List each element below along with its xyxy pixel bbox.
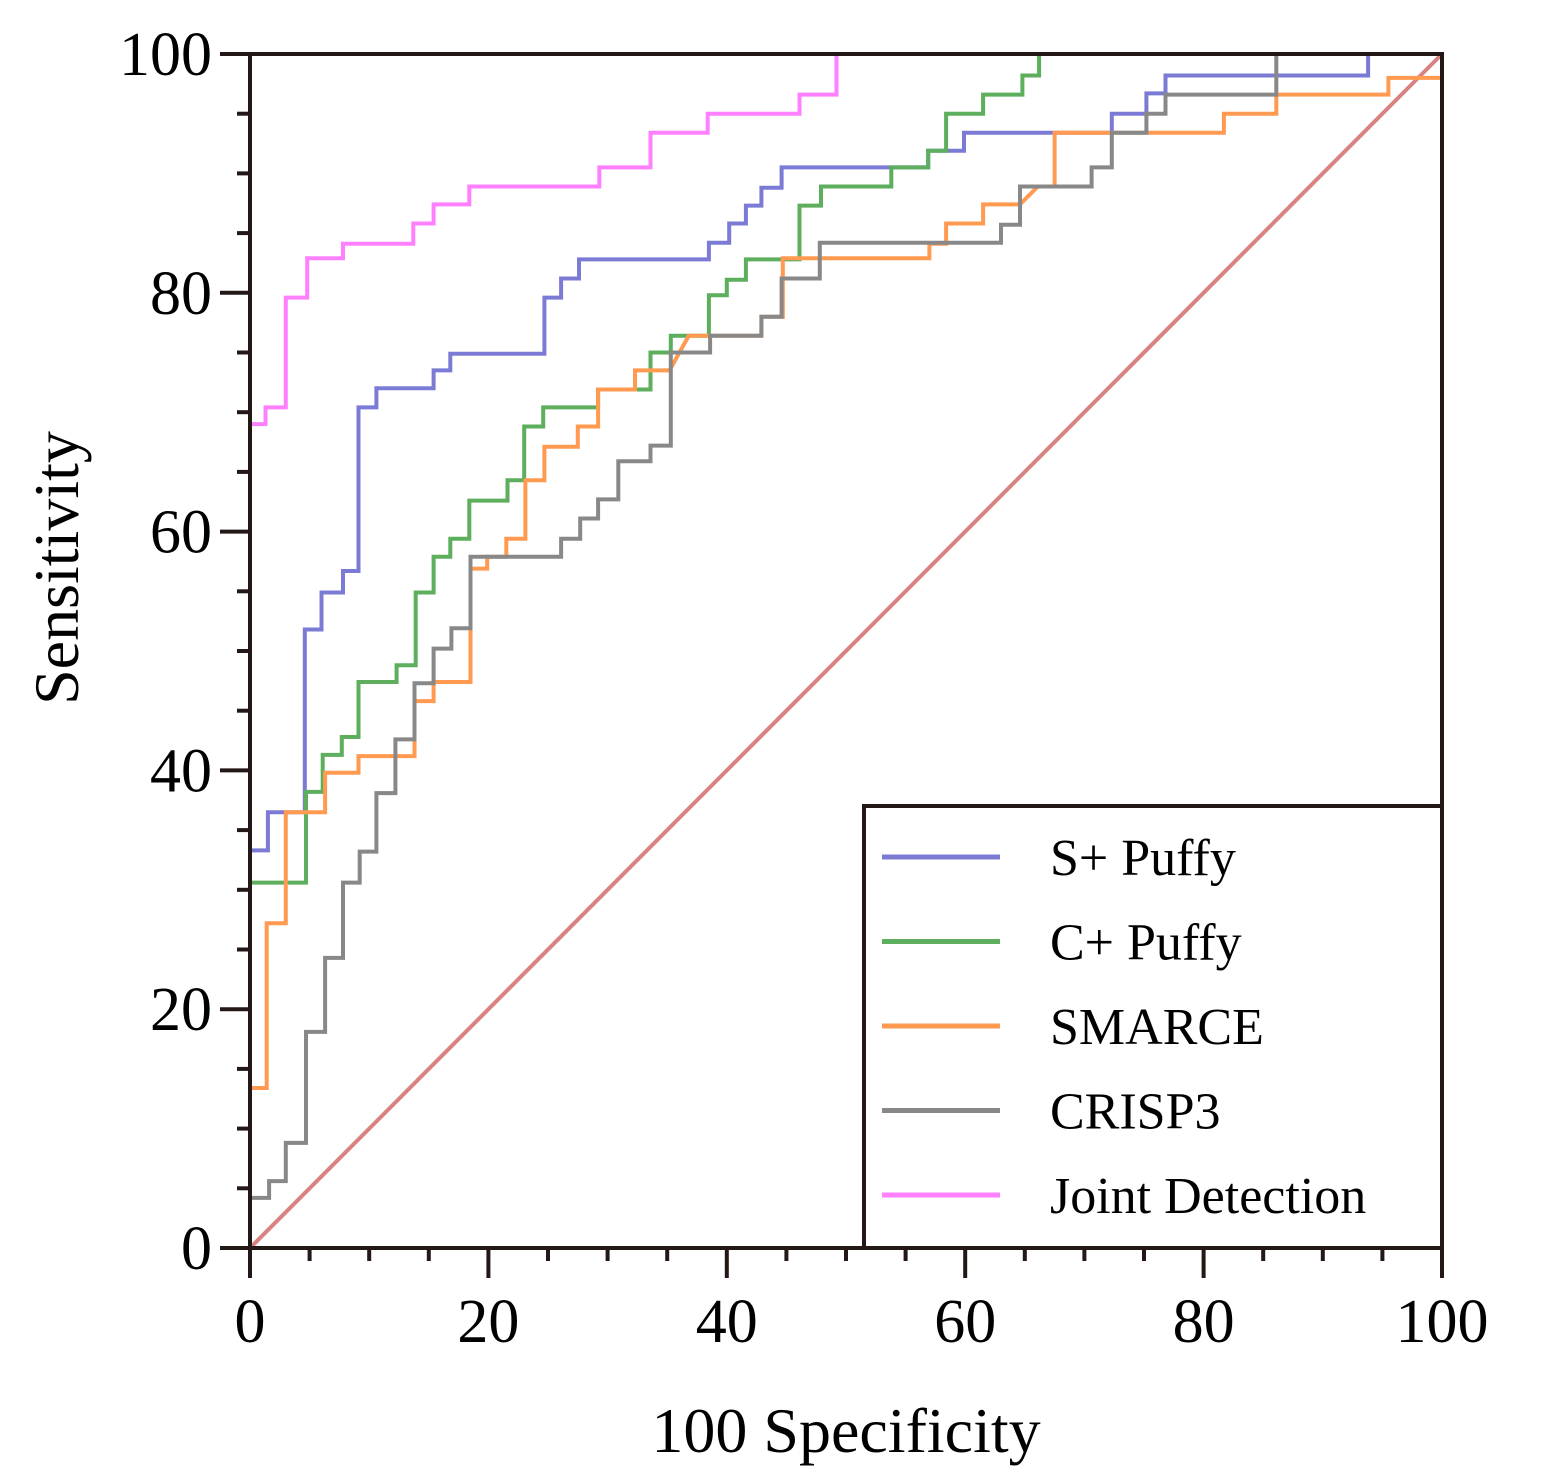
y-tick-label: 80 [150, 260, 212, 328]
series-line-s-puffy [250, 54, 1371, 853]
legend-label: CRISP3 [1050, 1084, 1221, 1141]
x-tick-label: 60 [934, 1288, 996, 1356]
legend-label: C+ Puffy [1050, 915, 1242, 972]
x-tick-label: 20 [457, 1288, 519, 1356]
series-line-crisp3 [250, 54, 1279, 1200]
plot-area [248, 52, 1444, 1250]
legend-label: SMARCE [1050, 999, 1264, 1056]
y-tick-label: 0 [181, 1215, 212, 1283]
x-tick-label: 40 [696, 1288, 758, 1356]
reference-diagonal-line [248, 52, 1444, 1250]
ticks: 0 20 40 60 80 100 0 20 40 60 80 100 [119, 21, 1489, 1356]
x-tick-label: 80 [1173, 1288, 1235, 1356]
y-tick-label: 100 [119, 21, 212, 89]
series-line-c-puffy [250, 54, 1042, 885]
x-axis-title: 100 Specificity [651, 1395, 1040, 1466]
legend-label: Joint Detection [1050, 1168, 1366, 1225]
x-tick-label: 0 [235, 1288, 266, 1356]
y-tick-label: 40 [150, 737, 212, 805]
legend-label: S+ Puffy [1050, 830, 1236, 887]
y-tick-label: 20 [150, 976, 212, 1044]
series-line-joint-detection [250, 54, 839, 427]
y-tick-label: 60 [150, 499, 212, 567]
x-tick-label: 100 [1396, 1288, 1489, 1356]
y-axis-title: Sensitivity [21, 431, 92, 705]
legend: S+ Puffy C+ Puffy SMARCE CRISP3 Joint Detect… [862, 804, 1444, 1250]
